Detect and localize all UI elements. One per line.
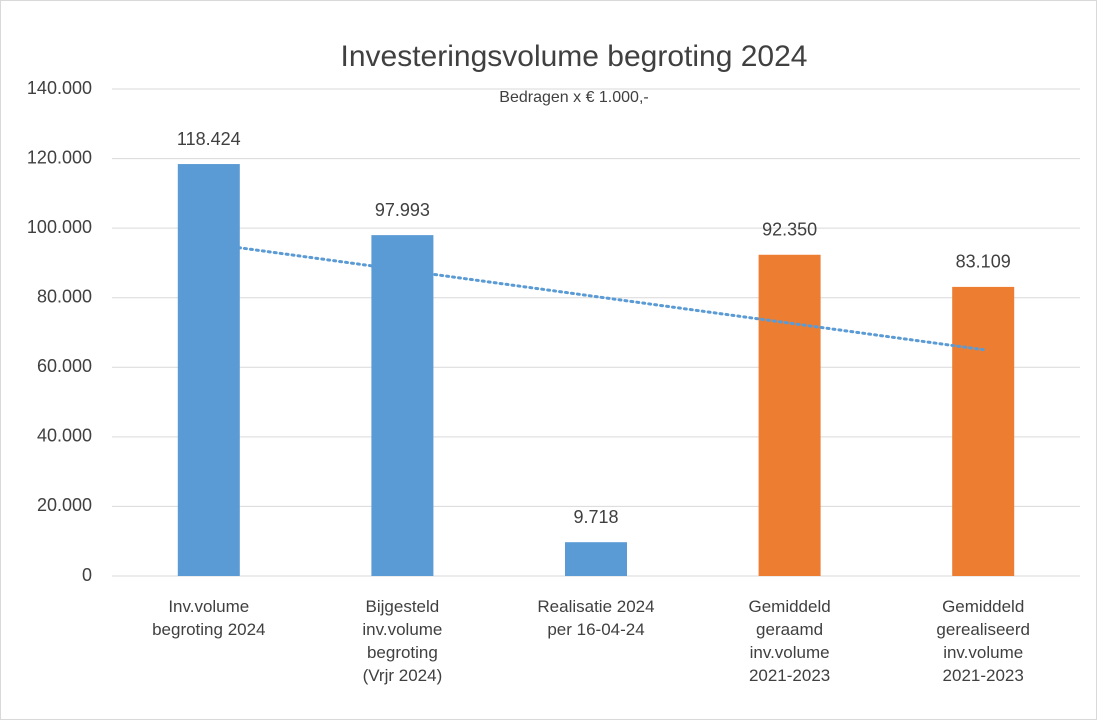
bar [371, 235, 434, 577]
y-tick-label: 140.000 [27, 78, 92, 98]
value-label: 118.424 [177, 129, 241, 149]
y-tick-label: 80.000 [37, 286, 92, 306]
chart-subtitle: Bedragen x € 1.000,- [499, 89, 648, 106]
value-label: 83.109 [956, 252, 1011, 272]
chart-title: Investeringsvolume begroting 2024 [341, 40, 808, 73]
value-label: 92.350 [762, 220, 817, 240]
bar [758, 254, 821, 577]
y-tick-label: 120.000 [27, 147, 92, 167]
x-tick-label: Gemiddeld geraamd inv.volume 2021-2023 [748, 597, 830, 685]
value-label: 97.993 [375, 200, 430, 220]
x-tick-label: Inv.volume begroting 2024 [152, 597, 265, 639]
bar [177, 164, 240, 576]
x-tick-label: Gemiddeld gerealiseerd inv.volume 2021-2023 [936, 597, 1030, 685]
y-tick-label: 60.000 [37, 356, 92, 376]
y-tick-label: 0 [82, 565, 92, 585]
bar [565, 542, 627, 576]
x-tick-label: Bijgesteld inv.volume begroting (Vrjr 2024) [362, 597, 442, 685]
x-tick-label: Realisatie 2024 per 16-04-24 [537, 597, 654, 639]
y-tick-label: 40.000 [37, 426, 92, 446]
y-tick-label: 20.000 [37, 495, 92, 515]
value-label: 9.718 [573, 507, 618, 527]
y-tick-label: 100.000 [27, 217, 92, 237]
trendline [207, 242, 985, 352]
bar [952, 286, 1015, 576]
